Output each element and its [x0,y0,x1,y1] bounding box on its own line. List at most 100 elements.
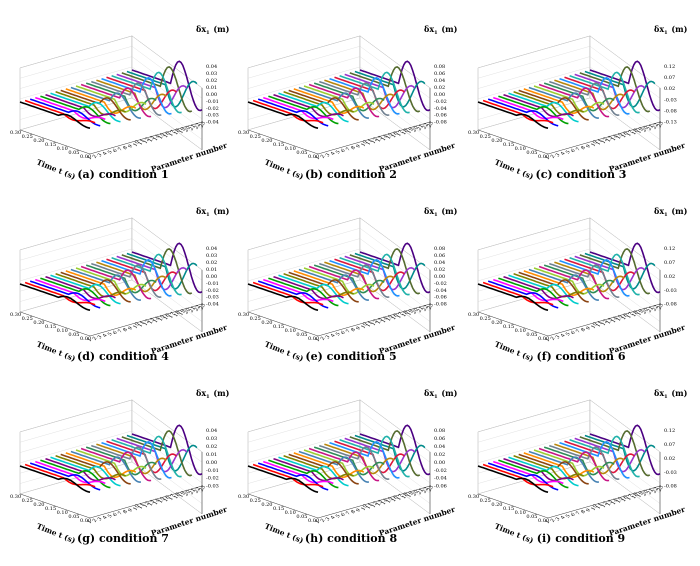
chart-panel: 0.08 0.06 0.04 0.02 0.00 -0.02 -0.04 -0.06 -0.08… [238,186,462,372]
series-line [80,83,152,118]
series-line [126,70,198,108]
series-line [308,447,380,482]
param-tick-label: 2 [550,518,557,524]
param-tick-label: 9 [585,508,592,514]
grid-line [247,217,361,251]
grid-line [359,217,431,271]
param-tick-label: 11 [137,502,145,511]
param-tick-label: 2 [320,336,327,342]
param-tick-label: 7 [345,511,352,517]
param-tick-label: 8 [580,509,587,515]
series-line [549,262,620,299]
series-line [503,457,574,482]
grid-line [131,217,203,271]
param-tick-label: 23 [657,120,665,129]
param-tick-label: 6 [570,330,577,336]
z-axis-unit: (m) [439,24,458,34]
param-tick-label: 11 [595,502,603,511]
z-axis-label: δx1 (m) [424,24,458,36]
grid-line [477,66,591,100]
param-tick-label: 5 [107,149,114,155]
param-tick-label: 13 [148,499,156,508]
param-tick-label: 5 [107,513,114,519]
series-line [257,98,329,127]
z-tick-label: -0.04 [206,302,219,308]
series-line [268,95,339,125]
series-line [339,253,410,296]
grid-line [247,238,361,271]
z-axis-label: δx1 (m) [196,388,230,400]
series-line [493,96,564,121]
series-line [70,268,141,301]
z-axis-subscript: 1 [664,212,667,218]
grid-line [19,217,133,251]
series-line [252,281,324,306]
z-axis-subscript: 1 [206,394,209,400]
z-tick-label: 0.03 [206,436,217,442]
param-tick-label: 3 [555,152,562,158]
z-tick-label: -0.04 [434,288,447,294]
time-tick-label: 0.30 [238,494,249,500]
z-axis-unit: (m) [669,388,688,398]
grid-line [247,228,361,261]
chart-panel: 0.04 0.03 0.02 0.01 0.00 -0.01 -0.02 -0.03 -0.04… [10,4,234,190]
time-tick-label: 0.10 [57,328,68,334]
param-tick-label: 16 [621,495,629,504]
time-tick-label: 0.20 [491,320,502,326]
param-tick-label: 8 [350,327,357,333]
z-axis-label: δx1 (m) [196,24,230,36]
series-line [528,268,599,301]
z-tick-label: -0.01 [206,281,219,287]
param-tick-label: 15 [158,496,166,505]
series-line [319,444,390,481]
series-line [528,86,599,119]
caption-condition: condition 9 [555,532,626,545]
param-tick-label: 3 [97,334,104,340]
param-tick-label: 10 [360,321,368,330]
series-line [503,93,574,118]
param-tick-label: 14 [611,498,619,507]
param-tick-label: 12 [371,136,379,145]
param-tick-label: 1 [545,519,552,525]
time-tick-label: 0.30 [10,494,21,500]
time-tick-label: 0.05 [68,514,79,520]
param-tick-label: 2 [550,336,557,342]
series-line [91,262,162,299]
time-tick-label: 0.05 [68,150,79,156]
z-tick-label: 0.07 [664,260,675,266]
param-tick-label: 2 [320,154,327,160]
param-tick-label: 9 [355,508,362,514]
series-line [298,450,369,483]
caption-condition: condition 8 [327,532,398,545]
z-tick-label: -0.03 [664,288,677,294]
time-tick-label: 0.15 [503,506,514,512]
series-line [126,252,198,290]
series-line [257,280,329,309]
param-axis [317,303,431,337]
param-tick-label: 13 [148,135,156,144]
param-tick-label: 7 [117,511,124,517]
param-tick-label: 4 [560,151,567,157]
waterfall-chart: 0.12 0.07 0.02 -0.03 -0.08 δx1 (m) 0.300.250.2… [468,388,688,545]
param-tick-label: 12 [601,136,609,145]
grid-line [247,248,361,282]
grid-line [19,248,133,282]
panel-caption: (a) condition 1 [12,168,234,181]
z-axis-unit: (m) [439,206,458,216]
time-tick-label: 0.30 [468,494,479,500]
series-line [45,275,116,300]
param-tick-label: 17 [626,129,634,138]
z-tick-label: 0.00 [434,92,445,98]
grid-line [359,77,431,130]
time-tick-label: 0.20 [261,320,272,326]
time-tick-label: 0.00 [308,154,319,160]
series-line [80,265,152,300]
param-tick-label: 3 [325,152,332,158]
panel-caption: (d) condition 4 [12,350,234,363]
param-tick-label: 14 [381,316,389,325]
param-tick-label: 19 [178,490,186,499]
time-tick-label: 0.05 [296,514,307,520]
param-tick-label: 19 [178,126,186,135]
grid-line [247,420,361,453]
time-tick-label: 0.15 [503,142,514,148]
